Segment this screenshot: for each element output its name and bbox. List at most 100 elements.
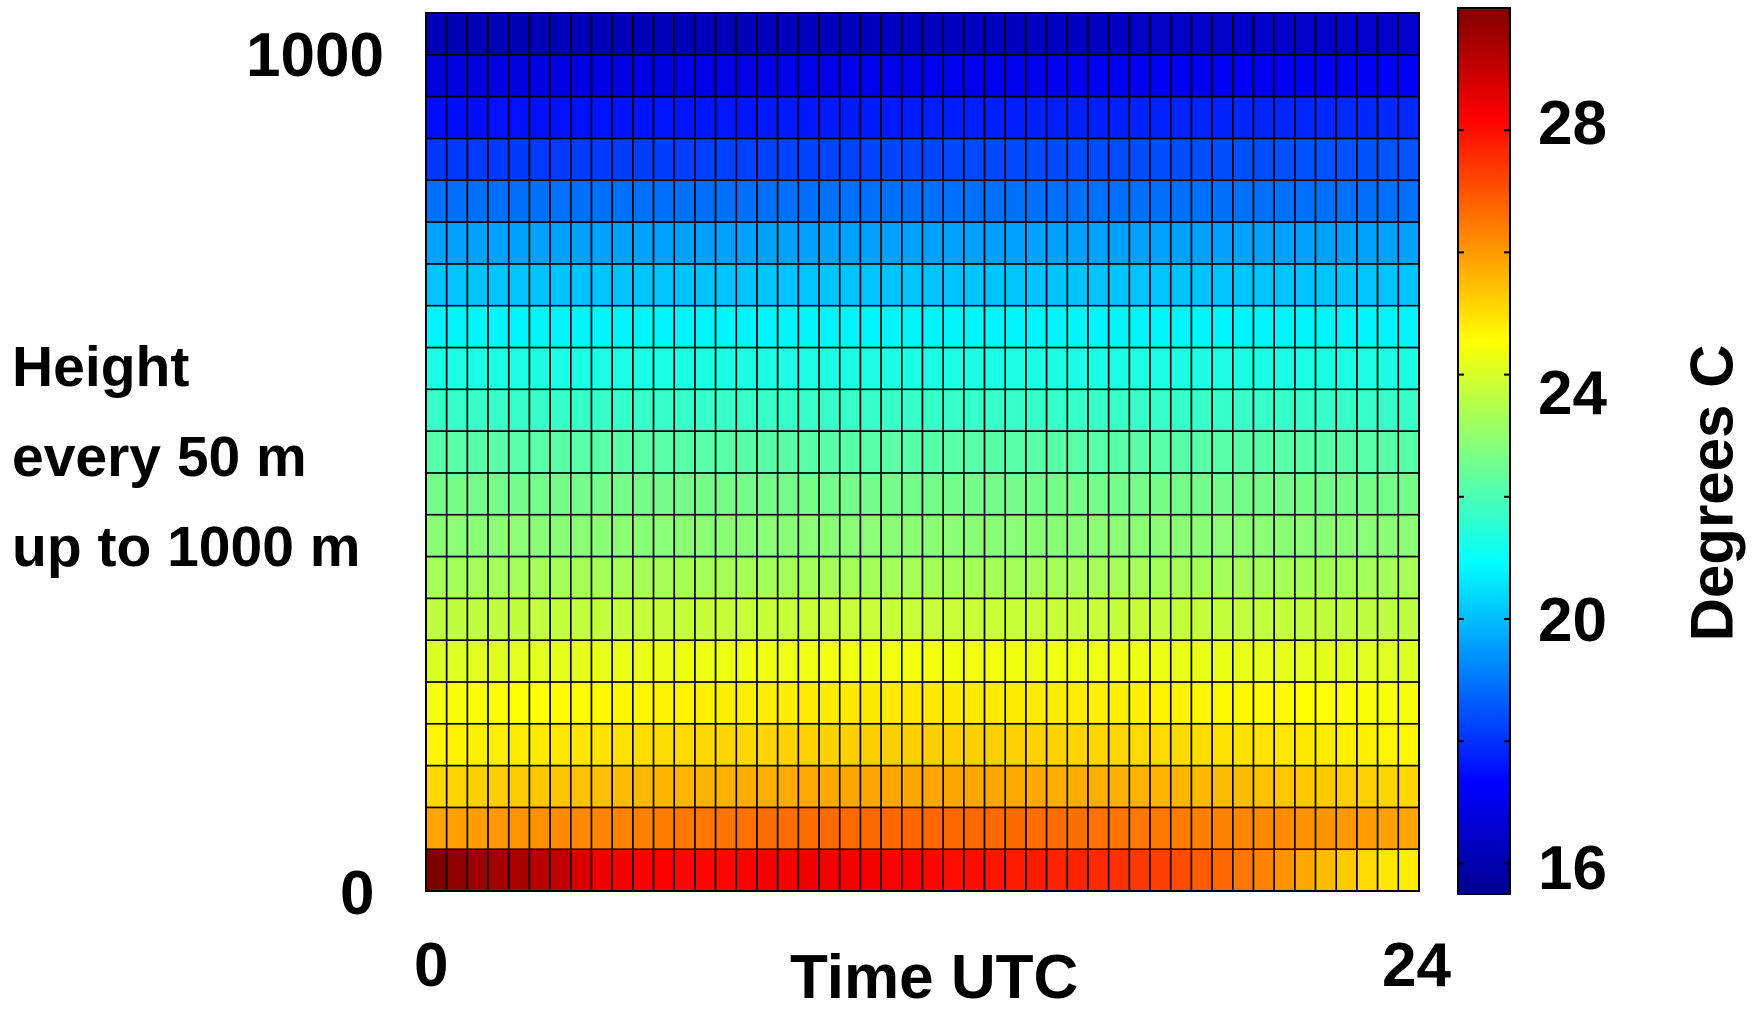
heatmap-cell <box>507 681 531 725</box>
heatmap-cell <box>880 346 903 391</box>
heatmap-cell <box>1273 54 1296 98</box>
heatmap-cell <box>673 472 696 516</box>
heatmap-cell <box>1149 221 1172 265</box>
heatmap-cell <box>942 555 965 600</box>
heatmap-cell <box>611 430 634 474</box>
heatmap-cell <box>1045 722 1069 767</box>
heatmap-cell <box>1025 513 1048 558</box>
heatmap-cell <box>652 95 676 140</box>
heatmap-cell <box>1190 555 1213 600</box>
heatmap-cell <box>1397 472 1420 516</box>
heatmap-cell <box>487 597 510 641</box>
heatmap-cell <box>1045 597 1069 641</box>
heatmap-cell <box>507 263 531 307</box>
heatmap-cell <box>1128 764 1151 809</box>
heatmap-cell <box>921 12 944 56</box>
heatmap-cell <box>714 54 738 98</box>
heatmap-cell <box>611 54 634 98</box>
heatmap-cell <box>1376 555 1400 600</box>
heatmap-cell <box>1356 137 1379 182</box>
heatmap-cell <box>797 806 820 850</box>
heatmap-cell <box>590 472 613 516</box>
heatmap-cell <box>880 12 903 56</box>
heatmap-cell <box>549 95 572 140</box>
heatmap-cell <box>1149 639 1172 683</box>
heatmap-cell <box>1025 95 1048 140</box>
heatmap-cell <box>776 513 800 558</box>
heatmap-cell <box>714 848 738 892</box>
colorbar-tick-28: 28 <box>1538 89 1607 158</box>
heatmap-cell <box>507 12 531 56</box>
heatmap-cell <box>818 848 841 892</box>
heatmap-cell <box>528 388 551 432</box>
heatmap-cell <box>590 54 613 98</box>
heatmap-cell <box>487 764 510 809</box>
heatmap-cell <box>1004 346 1027 391</box>
heatmap-cell <box>611 848 634 892</box>
heatmap-cell <box>652 388 676 432</box>
heatmap-cell <box>714 555 738 600</box>
heatmap-cell <box>466 555 489 600</box>
heatmap-cell <box>528 179 551 223</box>
heatmap-cell <box>901 513 924 558</box>
heatmap-cell <box>859 472 882 516</box>
heatmap-cell <box>425 513 448 558</box>
heatmap-cell <box>880 513 903 558</box>
heatmap-cell <box>714 137 738 182</box>
heatmap-cell <box>652 54 676 98</box>
heatmap-cell <box>487 472 510 516</box>
heatmap-cell <box>445 555 469 600</box>
heatmap-cell <box>942 848 965 892</box>
heatmap-cell <box>1294 555 1317 600</box>
heatmap-cell <box>590 513 613 558</box>
heatmap-cell <box>1397 54 1420 98</box>
heatmap-cell <box>963 764 986 809</box>
heatmap-cell <box>1356 54 1379 98</box>
heatmap-cell <box>859 430 882 474</box>
heatmap-cell <box>1107 681 1131 725</box>
heatmap-cell <box>652 179 676 223</box>
heatmap-cell <box>1128 95 1151 140</box>
heatmap-cell <box>1314 472 1338 516</box>
heatmap-cell <box>756 12 779 56</box>
heatmap-cell <box>735 806 758 850</box>
heatmap-cell <box>1294 513 1317 558</box>
heatmap-cell <box>632 597 655 641</box>
heatmap-cell <box>549 806 572 850</box>
heatmap-cell <box>632 639 655 683</box>
heatmap-cell <box>1211 263 1234 307</box>
heatmap-cell <box>1397 597 1420 641</box>
heatmap-cell <box>838 137 862 182</box>
heatmap-cell <box>1107 597 1131 641</box>
heatmap-cell <box>445 430 469 474</box>
heatmap-cell <box>507 430 531 474</box>
heatmap-cell <box>1066 848 1089 892</box>
heatmap-cell <box>570 179 593 223</box>
heatmap-cell <box>1107 848 1131 892</box>
heatmap-cell <box>963 179 986 223</box>
heatmap-cell <box>425 388 448 432</box>
heatmap-cell <box>1397 681 1420 725</box>
heatmap-cell <box>632 555 655 600</box>
heatmap-cell <box>1397 848 1420 892</box>
heatmap-cell <box>1273 639 1296 683</box>
heatmap-cell <box>1335 430 1358 474</box>
heatmap-cell <box>632 12 655 56</box>
heatmap-cell <box>487 430 510 474</box>
heatmap-cell <box>466 681 489 725</box>
heatmap-cell <box>652 430 676 474</box>
heatmap-cell <box>1087 639 1110 683</box>
heatmap-cell <box>983 179 1007 223</box>
heatmap-cell <box>425 764 448 809</box>
heatmap-cell <box>797 848 820 892</box>
heatmap-cell <box>1314 95 1338 140</box>
heatmap-cell <box>756 806 779 850</box>
heatmap-cell <box>1190 764 1213 809</box>
heatmap-cell <box>942 430 965 474</box>
heatmap-cell <box>1004 221 1027 265</box>
heatmap-cell <box>1273 263 1296 307</box>
heatmap-cell <box>1252 513 1275 558</box>
heatmap-cell <box>1376 597 1400 641</box>
heatmap-cell <box>652 513 676 558</box>
heatmap-cell <box>756 54 779 98</box>
